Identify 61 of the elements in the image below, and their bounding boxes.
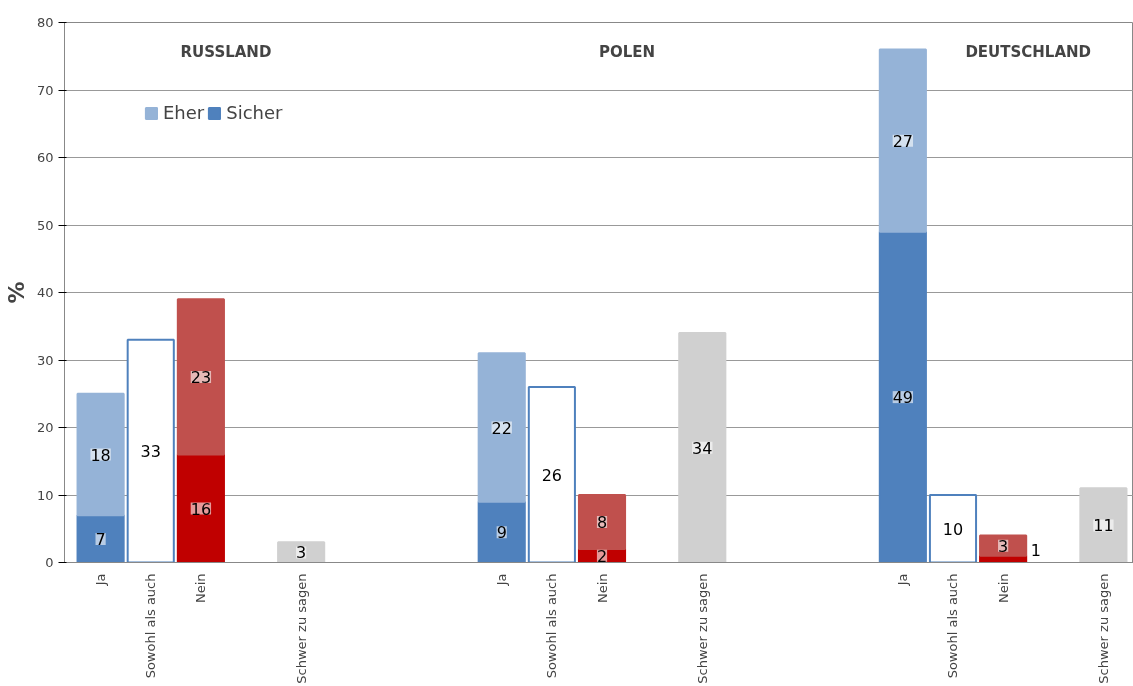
legend-label: Eher (163, 102, 205, 123)
annotation: RUSSLAND (180, 42, 272, 61)
y-tick-label: 60 (36, 150, 54, 165)
x-tick-label: Nein (995, 573, 1011, 604)
data-label: 16 (190, 499, 212, 519)
x-tick-label: Sowohl als auch (544, 573, 560, 679)
y-axis-title: % (3, 281, 29, 304)
y-tick-label: 0 (45, 555, 54, 570)
x-tick-label: Nein (193, 573, 209, 604)
bar (979, 534, 1028, 557)
bar (76, 392, 125, 517)
data-label: 33 (140, 442, 161, 462)
bar (176, 453, 225, 563)
y-tick-label: 70 (36, 82, 54, 98)
bar (277, 541, 326, 563)
bar (1079, 487, 1128, 563)
y-tick-label: 50 (36, 217, 54, 233)
x-tick-label: Schwer zu sagen (1095, 573, 1111, 684)
data-label: 26 (541, 465, 563, 485)
data-label: 49 (892, 388, 914, 408)
data-label: 9 (496, 523, 507, 543)
y-tick-label: 80 (36, 15, 54, 30)
bar (76, 514, 125, 563)
bar (878, 230, 927, 563)
x-tick-label: Ja (895, 573, 911, 587)
y-tick-label: 10 (36, 487, 54, 503)
bar (176, 298, 225, 456)
x-tick-label: Sowohl als auch (945, 573, 961, 679)
x-tick-label: Ja (494, 573, 510, 587)
data-label: 7 (95, 529, 106, 549)
data-label: 23 (190, 367, 212, 387)
annotation: POLEN (599, 42, 656, 61)
bar (477, 500, 526, 563)
x-tick-label: Sowohl als auch (143, 573, 159, 679)
x-tick-label: Nein (594, 573, 610, 604)
bar (477, 352, 526, 503)
bar (928, 494, 978, 563)
data-label: 27 (892, 131, 914, 151)
bar (126, 338, 175, 563)
y-tick-label: 20 (36, 420, 54, 435)
y-tick-label: 40 (36, 285, 54, 300)
x-tick-label: Schwer zu sagen (694, 573, 710, 684)
data-label: 34 (692, 438, 713, 458)
legend-label: Sicher (226, 102, 283, 123)
x-tick-label: Schwer zu sagen (293, 573, 309, 684)
bar (878, 48, 927, 233)
bar (678, 332, 727, 563)
data-label: 1 (1030, 540, 1041, 560)
data-label: 11 (1093, 516, 1114, 536)
bar (527, 386, 576, 563)
data-label: 3 (998, 536, 1009, 556)
data-label: 2 (596, 546, 608, 566)
data-label: 18 (90, 445, 111, 465)
bar (577, 494, 627, 550)
y-tick-label: 30 (36, 352, 54, 368)
data-label: 3 (296, 543, 307, 563)
data-label: 10 (942, 519, 964, 539)
data-label: 22 (491, 418, 512, 438)
annotation: DEUTSCHLAND (965, 42, 1092, 61)
x-tick-label: Ja (93, 573, 109, 587)
data-label: 8 (596, 513, 608, 532)
